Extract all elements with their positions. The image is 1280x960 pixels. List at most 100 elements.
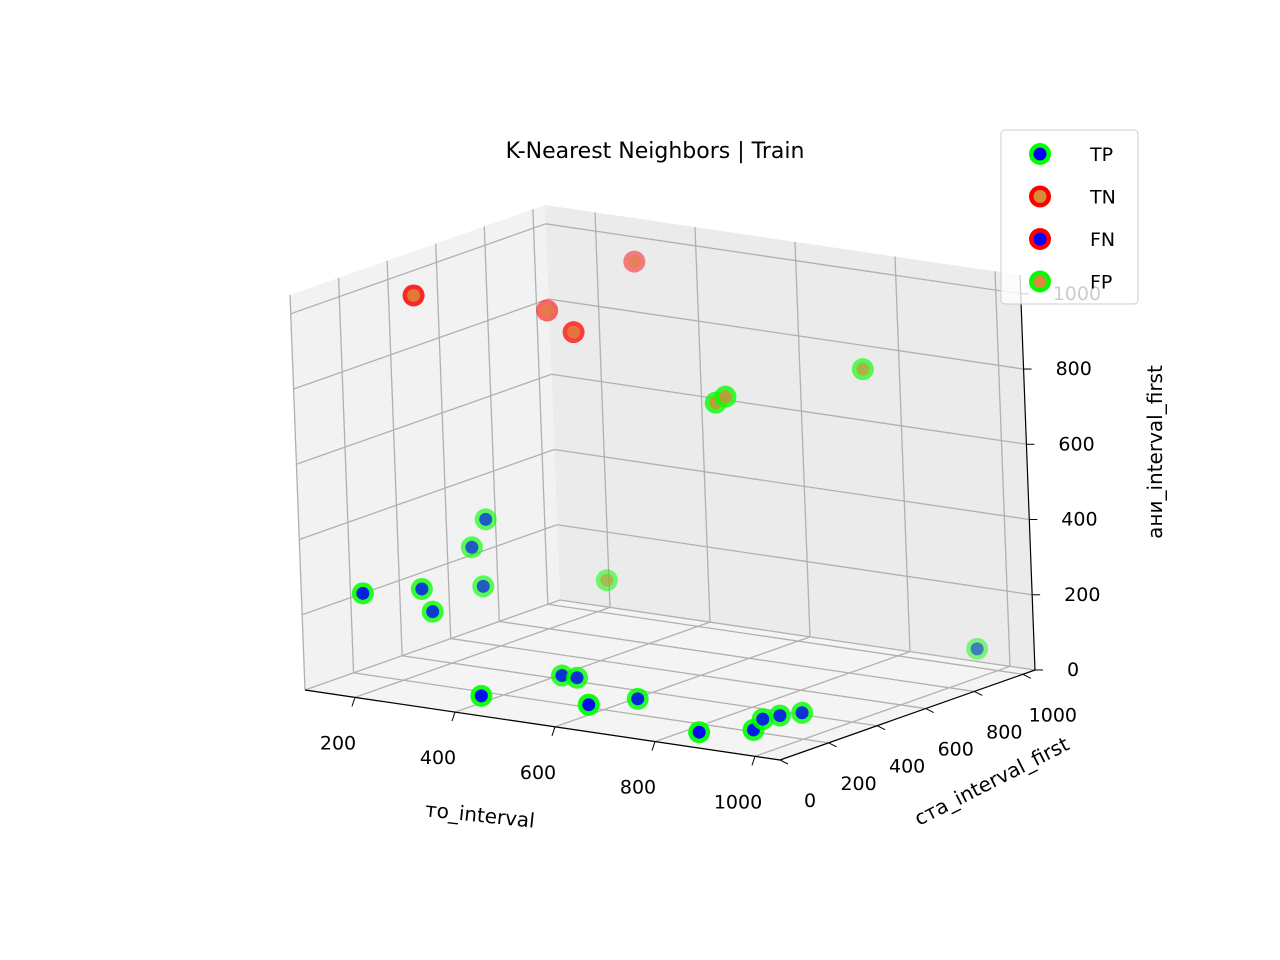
legend-label-tn: TN bbox=[1089, 187, 1116, 209]
y-tick-label: 1000 bbox=[1029, 704, 1077, 726]
point-tp bbox=[356, 586, 370, 600]
floor-pane-xy bbox=[305, 600, 1035, 760]
point-tp bbox=[692, 725, 706, 739]
grid-line bbox=[304, 599, 561, 691]
grid-line bbox=[994, 271, 1011, 667]
legend-marker-fn bbox=[1033, 232, 1047, 246]
point-tp bbox=[570, 671, 584, 685]
z-axis-label: ани_interval_first bbox=[1143, 365, 1167, 539]
y-tick-label: 0 bbox=[804, 790, 816, 812]
grid-line bbox=[794, 241, 811, 637]
x-tick-label: 800 bbox=[620, 777, 656, 799]
legend-marker-tp bbox=[1033, 147, 1047, 161]
legend: TP TN FN FP bbox=[1000, 129, 1139, 305]
point-tp bbox=[631, 692, 645, 706]
z-tick-label: 600 bbox=[1058, 433, 1094, 455]
grid-line bbox=[299, 448, 555, 541]
x-tick-label: 600 bbox=[520, 762, 556, 784]
grid-line bbox=[547, 603, 1023, 675]
legend-label-tp: TP bbox=[1089, 144, 1113, 166]
point-tp bbox=[426, 605, 440, 619]
grid-line bbox=[290, 223, 546, 315]
grid-line bbox=[894, 256, 911, 652]
grid-line bbox=[454, 621, 711, 713]
z-axis-line bbox=[1019, 274, 1036, 671]
point-tp bbox=[582, 698, 596, 712]
y-axis-label: ста_interval_first bbox=[910, 732, 1073, 831]
y-tick-mark bbox=[876, 725, 886, 731]
grid-line bbox=[554, 636, 811, 728]
grid-line bbox=[301, 524, 558, 616]
point-tp bbox=[479, 512, 493, 526]
grid-line bbox=[551, 373, 1027, 445]
grid-line bbox=[296, 373, 552, 465]
point-tp bbox=[773, 709, 787, 723]
point-tp bbox=[415, 582, 429, 596]
grid-line bbox=[435, 243, 452, 639]
grid-line bbox=[337, 277, 355, 673]
point-tp bbox=[555, 669, 569, 683]
z-tick-label: 800 bbox=[1056, 358, 1092, 380]
point-tp bbox=[795, 706, 809, 720]
y-tick-label: 400 bbox=[889, 756, 925, 778]
y-tick-mark bbox=[1022, 673, 1032, 679]
y-tick-mark bbox=[779, 759, 789, 765]
point-tn bbox=[627, 255, 641, 269]
grid-line bbox=[557, 524, 1033, 596]
legend-label-fn: FN bbox=[1090, 229, 1115, 251]
point-tp bbox=[474, 689, 488, 703]
z-tick-label: 200 bbox=[1064, 584, 1100, 606]
grid-line bbox=[450, 637, 926, 710]
legend-marker-fp bbox=[1033, 275, 1047, 288]
grid-line bbox=[594, 212, 611, 608]
y-tick-mark bbox=[974, 690, 983, 696]
grid-line bbox=[386, 260, 403, 656]
grid-line bbox=[532, 209, 549, 605]
point-tn bbox=[567, 325, 581, 339]
legend-frame bbox=[1000, 129, 1139, 305]
chart-title: K-Nearest Neighbors | Train bbox=[506, 139, 805, 164]
x-axis-line bbox=[304, 689, 781, 761]
grid-line bbox=[548, 298, 1024, 370]
x-axis-label: то_interval bbox=[424, 797, 536, 832]
point-tp bbox=[756, 712, 770, 726]
y-axis-line bbox=[779, 669, 1036, 761]
x-tick-label: 200 bbox=[320, 732, 356, 754]
grid-line bbox=[354, 606, 611, 698]
side-pane-yz bbox=[290, 205, 560, 690]
grid-line bbox=[483, 226, 500, 622]
z-tick-label: 400 bbox=[1061, 509, 1097, 531]
point-tp bbox=[465, 540, 479, 554]
grid-line bbox=[694, 227, 711, 623]
legend-marker-tn bbox=[1033, 190, 1047, 203]
grid-line bbox=[293, 298, 549, 390]
x-tick-label: 400 bbox=[420, 747, 456, 769]
grid-line bbox=[554, 448, 1030, 521]
x-tick-mark bbox=[451, 711, 456, 722]
x-tick-mark bbox=[651, 741, 656, 751]
x-tick-mark bbox=[751, 756, 756, 766]
grid-line bbox=[754, 665, 1011, 757]
axis-lines bbox=[304, 274, 1036, 761]
point-tn bbox=[540, 304, 554, 318]
legend-label-fp: FP bbox=[1090, 272, 1112, 294]
z-tick-label: 0 bbox=[1067, 659, 1079, 681]
point-tp bbox=[970, 642, 984, 656]
grid-line bbox=[499, 620, 975, 693]
point-tn bbox=[407, 288, 421, 302]
x-tick-mark bbox=[351, 697, 356, 707]
data-points bbox=[351, 250, 989, 744]
y-tick-label: 200 bbox=[840, 773, 876, 795]
point-fp bbox=[856, 362, 870, 376]
axes-panes bbox=[290, 205, 1035, 760]
point-tp-edge bbox=[966, 637, 989, 660]
point-fp bbox=[718, 390, 732, 404]
x-tick-label: 1000 bbox=[714, 791, 762, 813]
grid-line bbox=[545, 223, 1021, 295]
x-tick-mark bbox=[551, 726, 556, 737]
point-fp bbox=[600, 573, 614, 587]
y-tick-mark bbox=[828, 742, 837, 748]
point-tn-edge bbox=[623, 250, 646, 273]
grid-line bbox=[289, 294, 306, 691]
